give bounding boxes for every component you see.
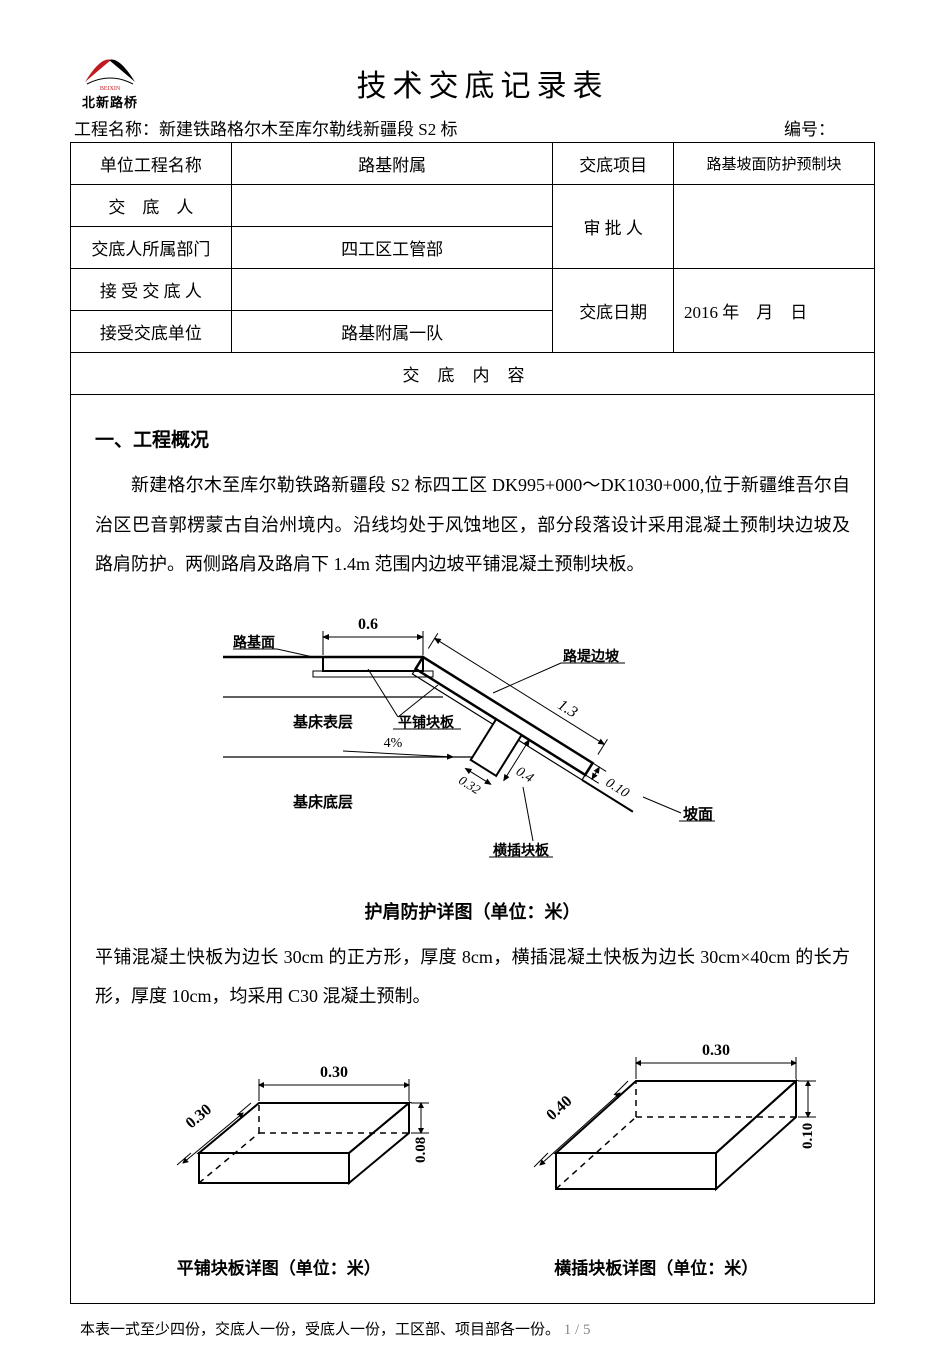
cell-dept-label: 交底人所属部门 [71,227,232,269]
table-row: 交 底 人 审 批 人 [71,185,875,227]
table-row: 接 受 交 底 人 交底日期 2016 年 月 日 [71,269,875,311]
project-name-label: 工程名称： [74,120,159,139]
doc-title: 技术交底记录表 [150,61,815,111]
lbl-diceng: 基床底层 [292,793,353,811]
figure-right-caption: 横插块板详图（单位：米） [496,1254,816,1279]
content-area: 一、工程概况 新建格尔木至库尔勒铁路新疆段 S2 标四工区 DK995+000～… [70,395,875,1304]
page-sep: / [571,1322,583,1338]
paragraph-2: 平铺混凝土快板为边长 30cm 的正方形，厚度 8cm，横插混凝土快板为边长 3… [95,938,850,1017]
dim-top: 0.6 [358,616,378,633]
cell-receiver-value [231,269,553,311]
dim-insert-h: 0.4 [513,764,536,786]
cell-date-value: 2016 年 月 日 [673,269,874,353]
cell-dept-value: 四工区工管部 [231,227,553,269]
doc-number-label: 编号： [784,120,835,139]
table-row: 单位工程名称 路基附属 交底项目 路基坡面防护预制块 [71,143,875,185]
doc-header: BEIXIN 北新路桥 技术交底记录表 [70,50,875,111]
lbl-pingpu: 平铺块板 [398,714,455,731]
cell-presenter-label: 交 底 人 [71,185,232,227]
dim-left-w: 0.30 [320,1064,348,1081]
dim-left-h: 0.08 [413,1137,429,1163]
lbl-biaoceng: 基床表层 [292,713,353,731]
footer: 本表一式至少四份，交底人一份，受底人一份，工区部、项目部各一份。 1 / 5 [70,1318,875,1339]
cell-recv-unit-label: 接受交底单位 [71,311,232,353]
dim-slope-len: 1.3 [554,696,580,721]
subhead-row: 工程名称：新建铁路格尔木至库尔勒线新疆段 S2 标 编号： [70,115,875,140]
cell-approver-label: 审 批 人 [553,185,674,269]
block-figures-row: 0.30 0.30 0.08 平铺块板详图（单位：米） [95,1023,850,1279]
logo-caption: 北新路桥 [70,92,150,111]
lbl-bianpo: 路堤边坡 [563,648,620,665]
dim-right-d: 0.40 [544,1093,576,1124]
cell-item-value: 路基坡面防护预制块 [673,143,874,185]
section-title-1: 一、工程概况 [95,425,850,452]
page-total: 5 [583,1322,591,1338]
dim-left-d: 0.30 [182,1101,214,1132]
cell-presenter-value [231,185,553,227]
cell-item-label: 交底项目 [553,143,674,185]
cell-unit-label: 单位工程名称 [71,143,232,185]
logo-block: BEIXIN 北新路桥 [70,50,150,111]
section-header: 交底内容 [71,353,875,395]
figure-block-right: 0.30 0.40 0.10 横插块板详图（单位：米） [496,1023,816,1279]
dim-insert-w: 0.32 [456,772,484,797]
footer-note: 本表一式至少四份，交底人一份，受底人一份，工区部、项目部各一份。 [80,1322,560,1338]
paragraph-1: 新建格尔木至库尔勒铁路新疆段 S2 标四工区 DK995+000～DK1030+… [95,466,850,585]
info-table: 单位工程名称 路基附属 交底项目 路基坡面防护预制块 交 底 人 审 批 人 交… [70,142,875,395]
cell-recv-unit-value: 路基附属一队 [231,311,553,353]
figure-left-caption: 平铺块板详图（单位：米） [129,1254,429,1279]
dim-slab-t: 0.10 [602,775,631,801]
figure-cross-section: 4% 1.3 0.10 0.3 [95,597,850,882]
cell-approver-value [673,185,874,269]
dim-right-w: 0.30 [702,1042,730,1059]
project-name-value: 新建铁路格尔木至库尔勒线新疆段 S2 标 [159,120,457,139]
table-row: 交底内容 [71,353,875,395]
cell-date-label: 交底日期 [553,269,674,353]
dim-slope-pct: 4% [383,736,402,751]
lbl-lujimian: 路基面 [233,634,275,651]
cell-receiver-label: 接 受 交 底 人 [71,269,232,311]
dim-right-h: 0.10 [800,1123,816,1149]
figure1-caption: 护肩防护详图（单位：米） [95,898,850,924]
logo-icon: BEIXIN [81,50,139,92]
cell-unit-value: 路基附属 [231,143,553,185]
figure-block-left: 0.30 0.30 0.08 平铺块板详图（单位：米） [129,1033,429,1279]
lbl-pomian: 坡面 [683,805,713,823]
lbl-hengcha: 横插块板 [493,842,550,859]
